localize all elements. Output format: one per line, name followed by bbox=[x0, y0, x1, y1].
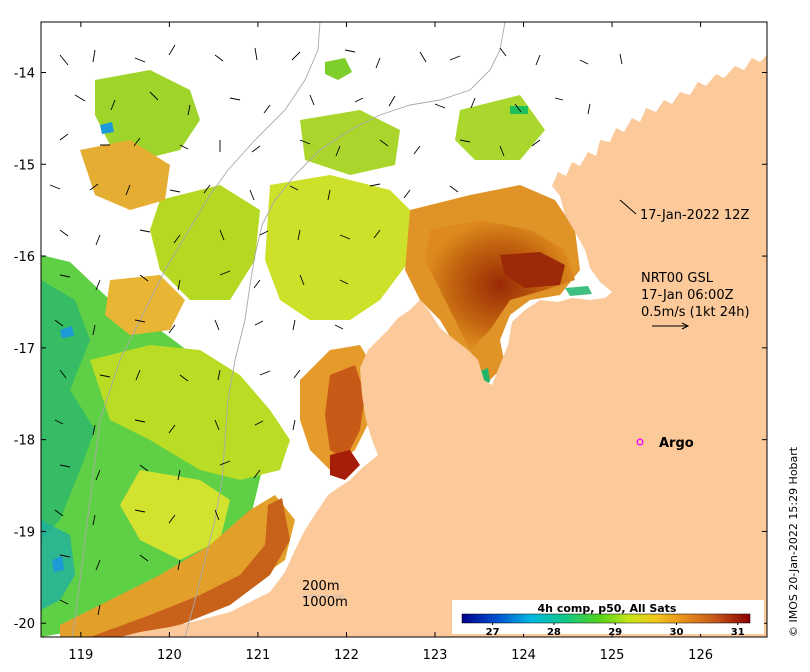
x-axis: 119 120 121 122 123 124 125 126 bbox=[68, 22, 713, 663]
y-tick-label: -18 bbox=[14, 434, 35, 449]
y-tick-label: -15 bbox=[14, 158, 35, 173]
sst-patch-western-green bbox=[41, 280, 95, 540]
colorbar: 4h comp, p50, All Sats 27 28 29 30 31 bbox=[452, 600, 764, 638]
swath-time-label: 17-Jan-2022 12Z bbox=[640, 208, 749, 223]
x-tick-label: 123 bbox=[423, 648, 448, 663]
sst-patch-point-hot bbox=[330, 450, 360, 480]
current-scale-label: 0.5m/s (1kt 24h) bbox=[641, 305, 750, 320]
colorbar-tick-label: 28 bbox=[547, 627, 561, 638]
contour-1000m bbox=[71, 22, 321, 637]
x-tick-label: 119 bbox=[68, 648, 93, 663]
current-vectors bbox=[49, 44, 623, 616]
depth-200m-label: 200m bbox=[302, 579, 339, 594]
sst-patch-south-orange bbox=[60, 495, 295, 637]
credit-label: © IMOS 20-Jan-2022 15:29 Hobart bbox=[787, 446, 800, 637]
y-tick-label: -19 bbox=[14, 525, 35, 540]
sst-patch-south-warm bbox=[90, 498, 290, 637]
land-mass bbox=[120, 55, 767, 637]
sst-patch-nw-green bbox=[300, 110, 400, 175]
x-tick-label: 126 bbox=[688, 648, 713, 663]
sst-patch-gulf-deep bbox=[500, 252, 565, 288]
colorbar-gradient bbox=[461, 613, 751, 624]
contour-200m bbox=[184, 22, 506, 637]
x-tick-label: 122 bbox=[334, 648, 359, 663]
sst-patch-north-orange-2 bbox=[105, 275, 185, 335]
sst-patch-inlet-green bbox=[565, 286, 592, 296]
plot-frame bbox=[40, 21, 768, 638]
x-tick-label: 121 bbox=[246, 648, 271, 663]
y-tick-label: -20 bbox=[14, 617, 35, 632]
current-scale-arrow bbox=[652, 322, 690, 330]
sst-patch-north-green bbox=[95, 70, 200, 160]
colorbar-ticks: 27 28 29 30 31 bbox=[486, 623, 745, 638]
sst-data-layer bbox=[41, 58, 592, 637]
sst-patch-isle-green bbox=[325, 58, 352, 80]
argo-float-marker bbox=[636, 438, 644, 446]
x-tick-label: 125 bbox=[600, 648, 625, 663]
y-tick-label: -17 bbox=[14, 342, 35, 357]
x-tick-label: 120 bbox=[157, 648, 182, 663]
colorbar-tick-label: 31 bbox=[731, 627, 745, 638]
y-axis: -14 -15 -16 -17 -18 -19 -20 bbox=[14, 66, 767, 632]
swath-time-pointer bbox=[619, 199, 637, 215]
sst-patch-north-yellow-2 bbox=[150, 185, 260, 300]
y-tick-label: -14 bbox=[14, 66, 35, 81]
colorbar-title: 4h comp, p50, All Sats bbox=[538, 602, 677, 615]
colorbar-tick-label: 30 bbox=[670, 627, 684, 638]
colorbar-tick-label: 29 bbox=[608, 627, 622, 638]
current-time-label: 17-Jan 06:00Z bbox=[641, 288, 734, 303]
sst-patch-north-orange bbox=[80, 140, 170, 210]
sst-patch-coast-warm bbox=[325, 365, 365, 460]
sst-patch-central-yellow bbox=[90, 345, 290, 480]
y-tick-label: -16 bbox=[14, 250, 35, 265]
colorbar-tick-label: 27 bbox=[486, 627, 500, 638]
depth-1000m-label: 1000m bbox=[302, 595, 348, 610]
x-tick-label: 124 bbox=[511, 648, 536, 663]
bathymetry-contours bbox=[71, 22, 506, 637]
current-source-label: NRT00 GSL bbox=[641, 271, 714, 286]
argo-label: Argo bbox=[659, 436, 694, 451]
